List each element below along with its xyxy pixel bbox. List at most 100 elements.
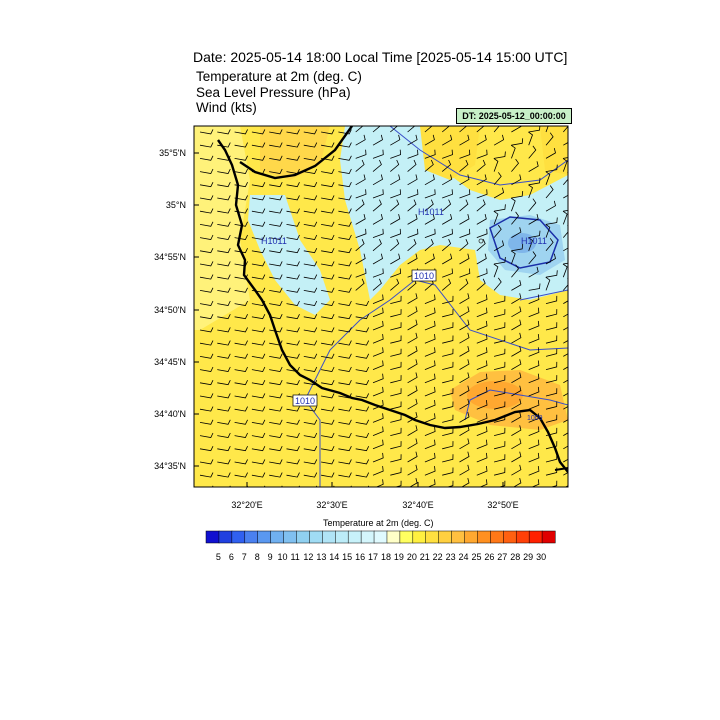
wind-barb xyxy=(303,406,318,412)
wind-barb xyxy=(476,268,488,278)
wind-barb xyxy=(563,262,568,265)
wind-barb xyxy=(199,221,214,227)
wind-barb xyxy=(528,198,537,212)
wind-barb xyxy=(442,322,454,331)
wind-barb xyxy=(424,320,436,331)
wind-barb xyxy=(424,413,436,423)
wind-barb xyxy=(511,412,522,423)
wind-barb xyxy=(251,432,266,438)
wind-barb xyxy=(528,320,540,331)
wind-barb xyxy=(269,393,283,399)
wind-barb xyxy=(269,208,283,214)
wind-barb xyxy=(217,221,231,227)
wind-barb xyxy=(424,439,436,450)
wind-barb xyxy=(528,466,540,476)
wind-barb xyxy=(511,280,522,291)
wind-barb xyxy=(390,149,402,159)
wind-barb xyxy=(528,230,541,238)
wind-barb xyxy=(199,366,214,372)
wind-barb xyxy=(390,239,400,252)
wind-barb xyxy=(563,209,568,212)
wind-barb xyxy=(338,195,352,201)
colorbar-swatch xyxy=(309,530,323,544)
wind-barb xyxy=(269,261,283,267)
wind-barb xyxy=(234,248,248,254)
wind-barb xyxy=(407,293,418,304)
lon-tick-label: 32°30'E xyxy=(316,500,347,510)
wind-barb xyxy=(424,134,435,146)
wind-barb xyxy=(321,274,335,280)
wind-barb xyxy=(251,155,266,161)
wind-barb xyxy=(563,379,568,384)
wind-barb xyxy=(355,446,370,452)
wind-barb xyxy=(511,346,522,357)
wind-barb xyxy=(511,138,524,146)
wind-barb xyxy=(355,253,366,265)
wind-barb xyxy=(494,414,506,423)
wind-barb xyxy=(494,441,506,450)
colorbar-tick-label: 18 xyxy=(380,552,391,562)
wind-barb xyxy=(338,234,352,240)
wind-barb xyxy=(286,234,300,240)
wind-barb xyxy=(390,189,402,199)
wind-barb xyxy=(303,366,318,372)
wind-barb xyxy=(303,195,318,201)
wind-barb xyxy=(286,208,300,214)
wind-barb xyxy=(217,366,231,372)
wind-barb xyxy=(286,182,300,188)
wind-barb xyxy=(303,340,318,346)
wind-barb xyxy=(459,268,471,278)
wind-barb xyxy=(321,327,335,333)
wind-barb xyxy=(424,334,436,344)
wind-barb xyxy=(563,432,568,436)
wind-barb xyxy=(286,300,300,306)
wind-barb xyxy=(442,454,454,463)
wind-barb xyxy=(394,480,402,487)
wind-barb xyxy=(494,204,506,212)
wind-barb xyxy=(562,210,568,225)
wind-barb xyxy=(372,307,384,318)
wind-barb xyxy=(251,446,266,452)
wind-barb xyxy=(269,142,283,148)
isobar-line xyxy=(304,279,568,487)
wind-barb xyxy=(563,247,568,252)
wind-barb xyxy=(407,346,418,357)
wind-barb xyxy=(494,427,506,436)
colorbar-swatch xyxy=(503,530,517,544)
wind-barb xyxy=(424,149,436,159)
wind-barb xyxy=(459,159,469,172)
wind-barb xyxy=(476,278,486,291)
colorbar-swatch xyxy=(231,530,246,544)
wind-barb xyxy=(494,335,506,344)
wind-barb xyxy=(545,238,554,252)
wind-barb xyxy=(442,228,453,238)
colorbar-swatch xyxy=(451,530,466,544)
wind-barb xyxy=(321,432,335,438)
wind-barb xyxy=(303,261,318,267)
wind-barb xyxy=(251,168,266,174)
wind-barb xyxy=(441,174,453,186)
wind-barb xyxy=(511,438,522,450)
wind-barb xyxy=(528,426,540,436)
wind-barb xyxy=(459,359,470,370)
colorbar-tick-label: 23 xyxy=(445,552,456,562)
wind-barb xyxy=(407,199,417,212)
wind-barb xyxy=(528,283,541,291)
wind-barb xyxy=(511,243,524,252)
wind-barb xyxy=(355,126,364,133)
wind-barb xyxy=(269,432,283,438)
wind-barb xyxy=(234,327,248,333)
isobar-label: 1010 xyxy=(414,271,434,281)
wind-barb xyxy=(269,446,283,452)
wind-barb xyxy=(528,161,539,172)
colorbar-swatch xyxy=(386,530,401,544)
wind-barb xyxy=(372,253,383,265)
wind-barb xyxy=(234,340,248,346)
wind-barb xyxy=(372,347,384,357)
wind-barb xyxy=(217,446,231,452)
wind-barb xyxy=(441,199,452,212)
wind-barb xyxy=(528,400,540,410)
wind-barb xyxy=(286,419,300,425)
wind-barb xyxy=(303,327,318,333)
wind-barb xyxy=(321,472,335,478)
